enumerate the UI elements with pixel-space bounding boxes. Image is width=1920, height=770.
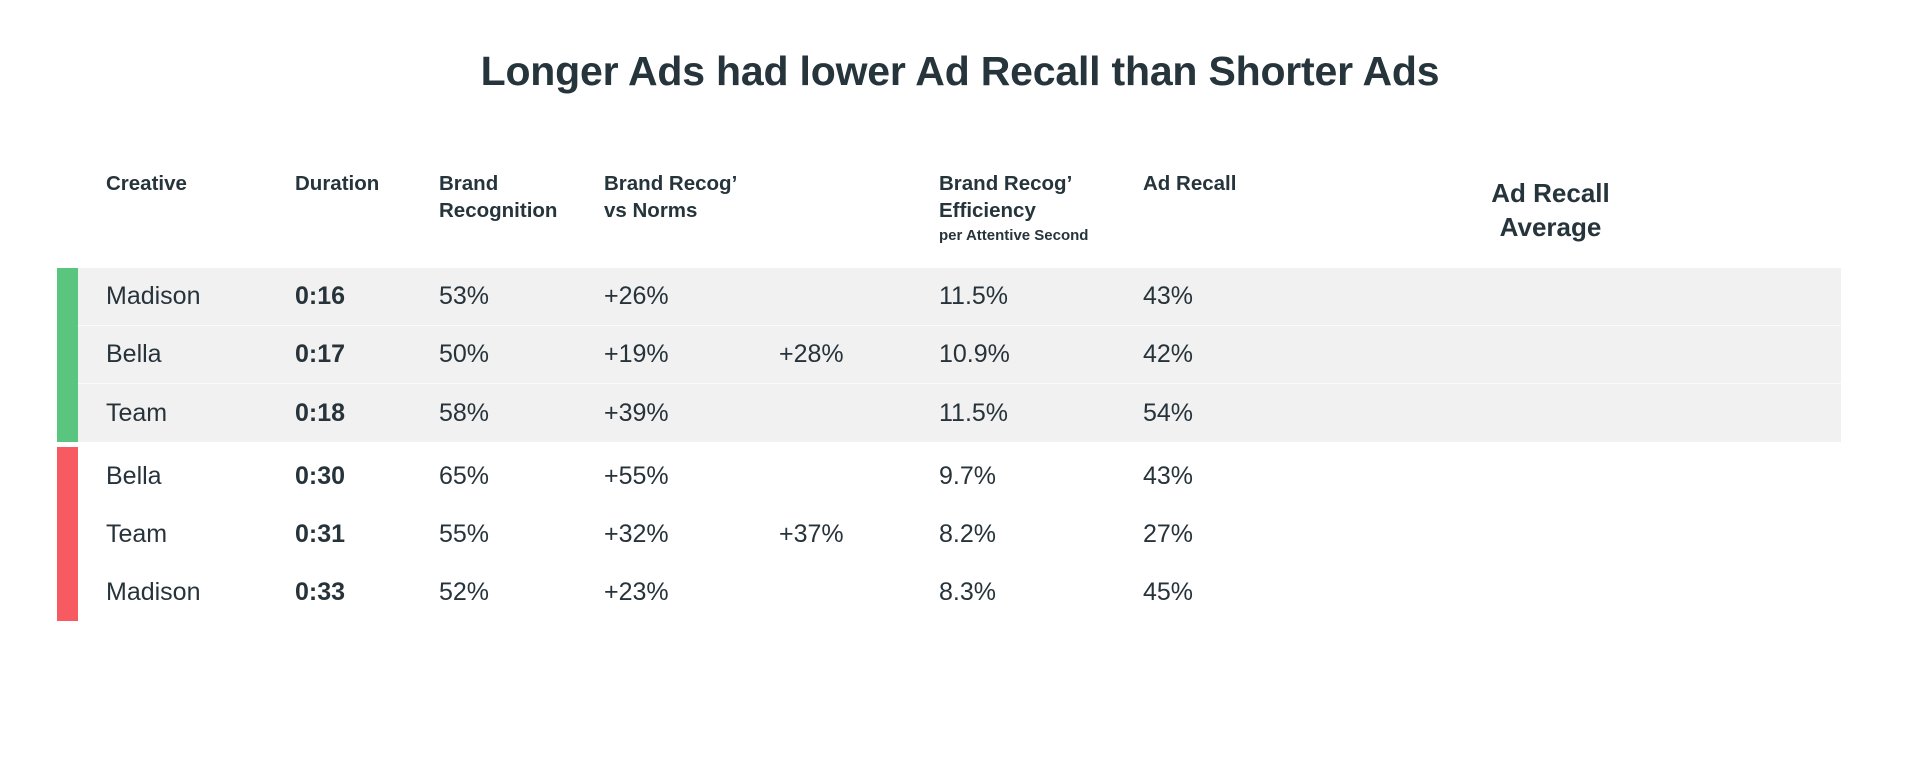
- cell-brand-recog-efficiency: 11.5%: [939, 282, 1009, 310]
- column-header-brand-recognition-line1: Brand: [439, 172, 499, 195]
- data-table: Creative Duration Brand Recognition Bran…: [57, 170, 1841, 621]
- cell-ad-recall: 42%: [1143, 340, 1194, 368]
- row-cells: Team 0:18 58% +39% 11.5% 54%: [78, 384, 1841, 442]
- table-row: Bella 0:30 65% +55% 9.7% 43%: [57, 447, 1841, 505]
- column-header-brand-recog-vs-norms-line1: Brand Recog’: [604, 172, 738, 195]
- cell-creative: Bella: [106, 461, 162, 490]
- column-header-duration: Duration: [267, 170, 411, 268]
- column-header-ad-recall-average-line2: Average: [1499, 212, 1602, 242]
- column-header-ad-recall-average: Ad Recall Average: [1260, 170, 1841, 268]
- cell-duration: 0:16: [295, 282, 346, 310]
- cell-brand-recognition: 53%: [439, 282, 490, 310]
- cell-average-spacer: [1260, 268, 1841, 325]
- cell-group-vs-norms: [751, 563, 911, 621]
- cell-brand-recognition: 65%: [439, 461, 490, 490]
- column-header-brand-recog-vs-norms: Brand Recog’ vs Norms: [576, 170, 751, 268]
- cell-average-spacer: [1260, 384, 1841, 442]
- cell-brand-recognition: 50%: [439, 340, 490, 368]
- cell-ad-recall: 27%: [1143, 519, 1194, 548]
- row-accent-bar-red: [57, 447, 78, 505]
- column-header-brand-recog-efficiency: Brand Recog’ Efficiency per Attentive Se…: [911, 170, 1115, 268]
- column-header-brand-recognition-line2: Recognition: [439, 199, 558, 222]
- cell-average-spacer: [1260, 505, 1841, 563]
- cell-brand-recog-vs-norms: +19%: [604, 340, 669, 368]
- cell-creative: Madison: [106, 577, 201, 606]
- row-accent-bar-green: [57, 326, 78, 384]
- cell-ad-recall: 45%: [1143, 577, 1194, 606]
- column-header-creative-label: Creative: [106, 172, 187, 195]
- cell-group-vs-norms: +28%: [779, 340, 844, 368]
- table-row: Madison 0:16 53% +26% 11.5% 43%: [57, 268, 1841, 326]
- cell-brand-recog-efficiency: 10.9%: [939, 340, 1010, 368]
- cell-group-vs-norms: [751, 268, 911, 325]
- cell-creative: Team: [106, 519, 168, 548]
- cell-brand-recog-vs-norms: +26%: [604, 282, 669, 310]
- cell-brand-recog-efficiency: 8.2%: [939, 519, 996, 548]
- cell-duration: 0:17: [295, 340, 346, 368]
- cell-brand-recognition: 55%: [439, 519, 490, 548]
- row-accent-bar-green: [57, 268, 78, 326]
- table-group-longer-ads: 38% Bella 0:30 65% +55% 9.7% 43%: [57, 447, 1841, 621]
- table-row: Bella 0:17 50% +19% +28% 10.9% 42%: [57, 326, 1841, 384]
- cell-creative: Bella: [106, 340, 162, 368]
- cell-ad-recall: 54%: [1143, 398, 1194, 427]
- column-header-brand-recog-efficiency-line2: Efficiency: [939, 199, 1036, 222]
- table-row: Team 0:31 55% +32% +37% 8.2% 27%: [57, 505, 1841, 563]
- cell-creative: Madison: [106, 282, 201, 310]
- cell-brand-recog-efficiency: 9.7%: [939, 461, 996, 490]
- row-cells: Madison 0:33 52% +23% 8.3% 45%: [78, 563, 1841, 621]
- column-header-duration-label: Duration: [295, 172, 380, 195]
- column-header-brand-recog-efficiency-sublabel: per Attentive Second: [939, 227, 1089, 244]
- row-accent-bar-red: [57, 505, 78, 563]
- table-header-row: Creative Duration Brand Recognition Bran…: [57, 170, 1841, 268]
- row-accent-bar-red: [57, 563, 78, 621]
- cell-group-vs-norms: +37%: [779, 519, 844, 548]
- column-header-creative: Creative: [78, 170, 267, 268]
- cell-duration: 0:33: [295, 577, 346, 606]
- cell-average-spacer: [1260, 447, 1841, 505]
- cell-brand-recog-efficiency: 8.3%: [939, 577, 996, 606]
- row-cells: Bella 0:17 50% +19% +28% 10.9% 42%: [78, 326, 1841, 384]
- row-cells: Bella 0:30 65% +55% 9.7% 43%: [78, 447, 1841, 505]
- table-row: Madison 0:33 52% +23% 8.3% 45%: [57, 563, 1841, 621]
- cell-brand-recognition: 58%: [439, 398, 490, 427]
- cell-average-spacer: [1260, 326, 1841, 383]
- cell-duration: 0:31: [295, 519, 346, 548]
- cell-group-vs-norms: [751, 447, 911, 505]
- cell-brand-recog-vs-norms: +39%: [604, 398, 669, 427]
- row-cells: Team 0:31 55% +32% +37% 8.2% 27%: [78, 505, 1841, 563]
- cell-duration: 0:30: [295, 461, 346, 490]
- table-row: Team 0:18 58% +39% 11.5% 54%: [57, 384, 1841, 442]
- cell-ad-recall: 43%: [1143, 461, 1194, 490]
- column-header-ad-recall-average-line1: Ad Recall: [1491, 178, 1610, 208]
- cell-ad-recall: 43%: [1143, 282, 1194, 310]
- cell-average-spacer: [1260, 563, 1841, 621]
- row-cells: Madison 0:16 53% +26% 11.5% 43%: [78, 268, 1841, 326]
- cell-duration: 0:18: [295, 398, 346, 427]
- row-accent-bar-green: [57, 384, 78, 442]
- header-accent-spacer: [57, 170, 78, 268]
- cell-brand-recog-vs-norms: +32%: [604, 519, 669, 548]
- header-cells: Creative Duration Brand Recognition Bran…: [78, 170, 1841, 268]
- column-header-ad-recall-label: Ad Recall: [1143, 172, 1237, 195]
- page-title: Longer Ads had lower Ad Recall than Shor…: [480, 48, 1440, 94]
- cell-brand-recog-vs-norms: +23%: [604, 577, 669, 606]
- table-group-shorter-ads: 46% Madison 0:16 53% +26% 11.5% 43%: [57, 268, 1841, 442]
- column-header-brand-recognition: Brand Recognition: [411, 170, 576, 268]
- cell-brand-recognition: 52%: [439, 577, 490, 606]
- column-header-brand-recog-efficiency-line1: Brand Recog’: [939, 172, 1073, 195]
- cell-group-vs-norms: [751, 384, 911, 442]
- column-header-ad-recall: Ad Recall: [1115, 170, 1260, 268]
- column-header-brand-recog-vs-norms-line2: vs Norms: [604, 199, 698, 222]
- cell-brand-recog-vs-norms: +55%: [604, 461, 669, 490]
- column-header-group-vs-norms: [751, 170, 911, 268]
- cell-brand-recog-efficiency: 11.5%: [939, 398, 1009, 427]
- cell-creative: Team: [106, 398, 168, 427]
